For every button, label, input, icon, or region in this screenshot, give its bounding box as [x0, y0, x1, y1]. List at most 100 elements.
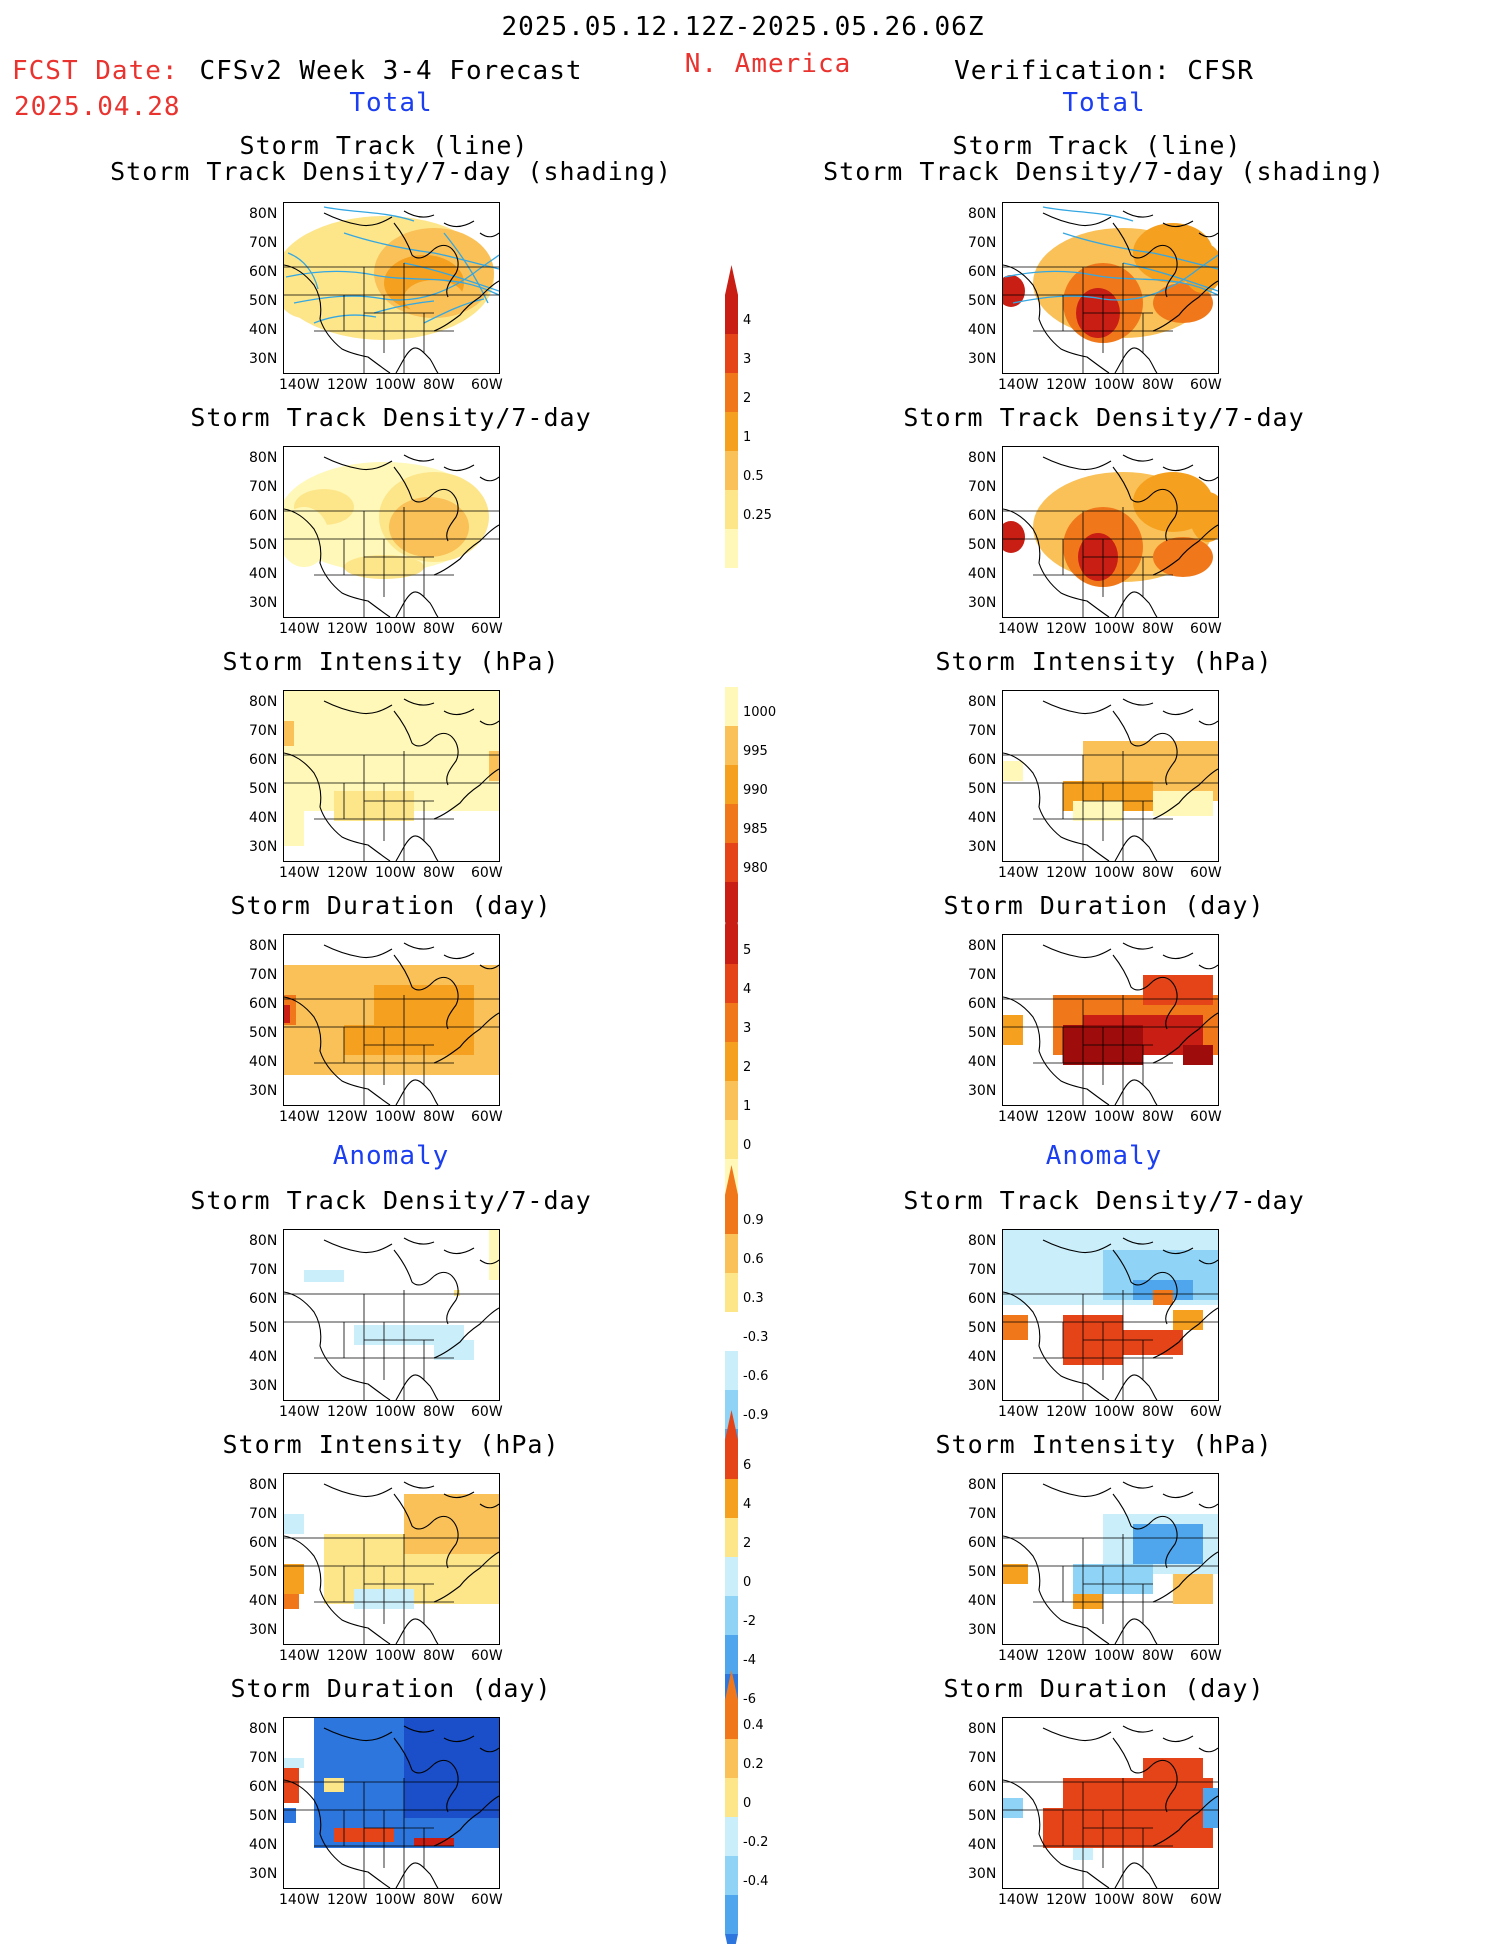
colorbar-duration-anom-label: -0.4 [743, 1874, 769, 1889]
lon-tick-label: 80W [1142, 1109, 1174, 1125]
lon-tick-label: 140W [279, 377, 320, 393]
lat-tick-label: 50N [968, 1320, 997, 1336]
lon-tick-label: 100W [375, 1109, 416, 1125]
lat-tick-label: 60N [249, 1291, 278, 1307]
lon-tick-label: 60W [471, 1892, 503, 1908]
map-intensity-anom-forecast [283, 1473, 500, 1645]
title-track-shading-forecast: Storm Track Density/7-day (shading) [110, 157, 672, 186]
lat-tick-label: 80N [249, 1721, 278, 1737]
title-duration-anom-verification: Storm Duration (day) [943, 1674, 1265, 1703]
lon-tick-label: 100W [1094, 621, 1135, 637]
lat-tick-label: 60N [249, 1779, 278, 1795]
colorbar-density-anom-label: -0.9 [743, 1408, 769, 1423]
lat-tick-label: 60N [249, 752, 278, 768]
lon-tick-label: 60W [1190, 1892, 1222, 1908]
map-duration-anom-verification [1002, 1717, 1219, 1889]
lat-tick-label: 80N [968, 450, 997, 466]
lon-tick-label: 60W [1190, 865, 1222, 881]
lat-tick-label: 70N [249, 235, 278, 251]
colorbar-density-total-label: 2 [743, 391, 752, 406]
lon-tick-label: 80W [1142, 377, 1174, 393]
colorbar-intensity-total-label: 980 [743, 861, 768, 876]
colorbar-intensity-anom-label: -2 [743, 1614, 756, 1629]
lat-tick-label: 50N [249, 293, 278, 309]
title-density-verification: Storm Track Density/7-day [903, 403, 1305, 432]
lat-tick-label: 30N [968, 1083, 997, 1099]
lon-tick-label: 140W [998, 1109, 1039, 1125]
lon-tick-label: 80W [423, 1109, 455, 1125]
colorbar-duration-total [725, 895, 738, 1198]
map-density-anom-verification [1002, 1229, 1219, 1401]
lon-tick-label: 140W [279, 1109, 320, 1125]
lat-tick-label: 80N [249, 1477, 278, 1493]
title-track-line-forecast: Storm Track (line) [239, 131, 529, 160]
lat-tick-label: 40N [968, 1837, 997, 1853]
lat-tick-label: 30N [968, 595, 997, 611]
colorbar-intensity-anom-label: 2 [743, 1536, 752, 1551]
lat-tick-label: 80N [249, 938, 278, 954]
lat-tick-label: 60N [249, 508, 278, 524]
lat-tick-label: 50N [968, 781, 997, 797]
title-intensity-anom-forecast: Storm Intensity (hPa) [222, 1430, 560, 1459]
lat-tick-label: 50N [249, 1025, 278, 1041]
lat-tick-label: 60N [968, 1779, 997, 1795]
lon-tick-label: 120W [1046, 1648, 1087, 1664]
lat-tick-label: 40N [249, 322, 278, 338]
lon-tick-label: 120W [327, 621, 368, 637]
colorbar-density-total-label: 0.5 [743, 469, 764, 484]
lat-tick-label: 30N [249, 839, 278, 855]
lat-tick-label: 50N [968, 1025, 997, 1041]
colorbar-intensity-anom-label: -6 [743, 1692, 756, 1707]
title-intensity-anom-verification: Storm Intensity (hPa) [935, 1430, 1273, 1459]
lon-tick-label: 120W [327, 1109, 368, 1125]
colorbar-duration-total-label: 3 [743, 1021, 752, 1036]
lon-tick-label: 80W [1142, 1892, 1174, 1908]
lon-tick-label: 80W [1142, 865, 1174, 881]
title-duration-anom-forecast: Storm Duration (day) [230, 1674, 552, 1703]
lat-tick-label: 40N [249, 1837, 278, 1853]
lon-tick-label: 120W [1046, 1892, 1087, 1908]
lon-tick-label: 120W [1046, 865, 1087, 881]
lon-tick-label: 140W [279, 1648, 320, 1664]
lat-tick-label: 30N [968, 1866, 997, 1882]
lat-tick-label: 50N [249, 1320, 278, 1336]
colorbar-intensity-total-label: 1000 [743, 705, 777, 720]
lon-tick-label: 60W [471, 1404, 503, 1420]
lon-tick-label: 60W [471, 865, 503, 881]
lon-tick-label: 100W [1094, 1109, 1135, 1125]
lon-tick-label: 80W [1142, 1404, 1174, 1420]
lat-tick-label: 60N [968, 1535, 997, 1551]
lon-tick-label: 80W [423, 1648, 455, 1664]
lon-tick-label: 120W [1046, 377, 1087, 393]
lon-tick-label: 140W [279, 865, 320, 881]
lat-tick-label: 70N [249, 967, 278, 983]
title-track-line-verification: Storm Track (line) [952, 131, 1242, 160]
fcst-date-value: 2025.04.28 [14, 92, 181, 122]
lat-tick-label: 70N [968, 723, 997, 739]
title-track-shading-verification: Storm Track Density/7-day (shading) [823, 157, 1385, 186]
lat-tick-label: 50N [968, 293, 997, 309]
lat-tick-label: 30N [249, 1866, 278, 1882]
lon-tick-label: 140W [998, 621, 1039, 637]
lon-tick-label: 80W [423, 1404, 455, 1420]
title-intensity-verification: Storm Intensity (hPa) [935, 647, 1273, 676]
lat-tick-label: 70N [968, 1750, 997, 1766]
lat-tick-label: 50N [968, 1808, 997, 1824]
lon-tick-label: 140W [998, 377, 1039, 393]
lon-tick-label: 60W [471, 621, 503, 637]
colorbar-intensity-anom-label: -4 [743, 1653, 756, 1668]
lon-tick-label: 60W [1190, 1404, 1222, 1420]
colorbar-intensity-anom-label: 4 [743, 1497, 752, 1512]
colorbar-density-total [725, 265, 738, 568]
colorbar-density-anom-label: 0.3 [743, 1291, 764, 1306]
title-density-anom-forecast: Storm Track Density/7-day [190, 1186, 592, 1215]
lat-tick-label: 60N [968, 996, 997, 1012]
lat-tick-label: 40N [968, 1054, 997, 1070]
lat-tick-label: 30N [249, 1622, 278, 1638]
lon-tick-label: 120W [1046, 621, 1087, 637]
lon-tick-label: 100W [1094, 865, 1135, 881]
lon-tick-label: 60W [1190, 621, 1222, 637]
lat-tick-label: 30N [249, 595, 278, 611]
title-density-anom-verification: Storm Track Density/7-day [903, 1186, 1305, 1215]
lon-tick-label: 80W [423, 865, 455, 881]
